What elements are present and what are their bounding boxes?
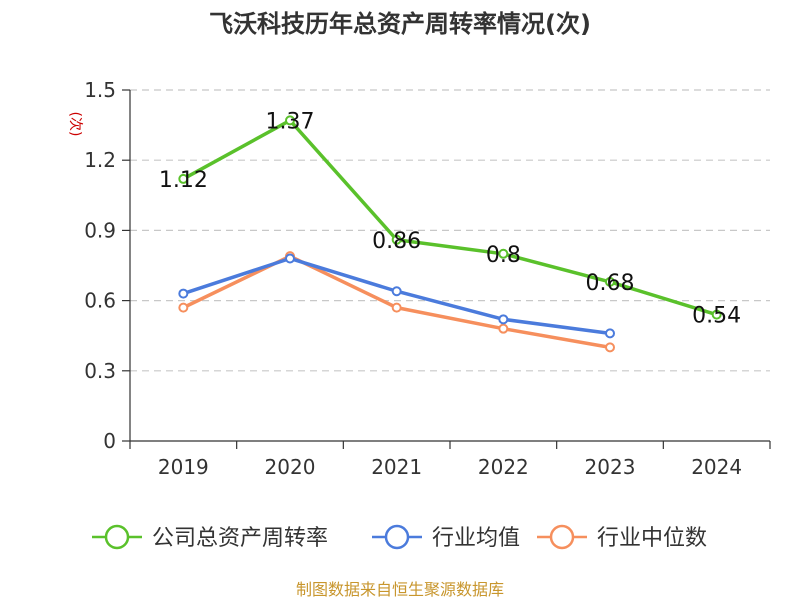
data-label: 1.12 (159, 168, 208, 193)
y-tick-label: 0.6 (84, 289, 116, 313)
grid-lines (130, 89, 770, 372)
x-tick-label: 2019 (158, 455, 209, 479)
legend-label: 公司总资产周转率 (152, 526, 328, 551)
series-line-2 (181, 254, 612, 350)
axes: 0 0.3 0.6 0.9 1.2 1.5 2019 2020 2021 2022 2023 2024 (84, 78, 771, 479)
legend-marker (549, 524, 575, 550)
x-tick-label: 2021 (371, 455, 422, 479)
chart-title: 飞沃科技历年总资产周转率情况(次) (209, 10, 591, 38)
series-point-0 (711, 309, 722, 320)
series-line-0 (181, 118, 719, 317)
y-tick-label: 1.5 (84, 78, 116, 102)
legend-marker (384, 524, 410, 550)
data-label: 0.86 (372, 229, 421, 254)
series-point-2 (605, 342, 615, 353)
x-tick-label: 2024 (691, 455, 742, 479)
series-point-2 (498, 323, 509, 334)
series-point-1 (285, 253, 295, 264)
series-point-2 (391, 302, 402, 313)
series-point-0 (605, 276, 615, 287)
data-label: 0.68 (586, 271, 635, 296)
series-point-0 (391, 234, 402, 245)
series-point-1 (498, 314, 509, 325)
x-tick-label: 2020 (265, 455, 316, 479)
source-footer: 制图数据来自恒生聚源数据库 (296, 580, 504, 599)
y-tick-label: 1.2 (84, 148, 116, 172)
y-axis-label: (次) (67, 112, 83, 137)
legend-label: 行业均值 (432, 526, 520, 551)
series-point-0 (498, 248, 509, 259)
series-point-2 (178, 302, 189, 313)
y-tick-label: 0.9 (84, 218, 116, 242)
series-point-0 (285, 115, 295, 126)
legend-item-1[interactable]: 行业均值 (372, 524, 520, 551)
series-point-0 (178, 173, 189, 184)
legend-marker (104, 524, 130, 550)
y-tick-label: 0 (103, 429, 116, 453)
series-layer (178, 115, 722, 353)
legend-label: 行业中位数 (597, 526, 707, 551)
legend: 公司总资产周转率 行业均值 行业中位数 (92, 524, 707, 551)
data-label: 0.8 (486, 243, 521, 268)
y-tick-label: 0.3 (84, 359, 116, 383)
series-point-1 (605, 328, 615, 339)
series-point-1 (178, 288, 189, 299)
data-label: 0.54 (692, 304, 741, 329)
data-label: 1.37 (266, 109, 315, 134)
x-tick-label: 2023 (585, 455, 636, 479)
legend-item-2[interactable]: 行业中位数 (537, 524, 707, 551)
series-point-1 (391, 286, 402, 297)
x-tick-label: 2022 (478, 455, 529, 479)
legend-item-0[interactable]: 公司总资产周转率 (92, 524, 328, 551)
data-labels: 1.12 1.37 0.86 0.8 0.68 0.54 (159, 109, 741, 328)
